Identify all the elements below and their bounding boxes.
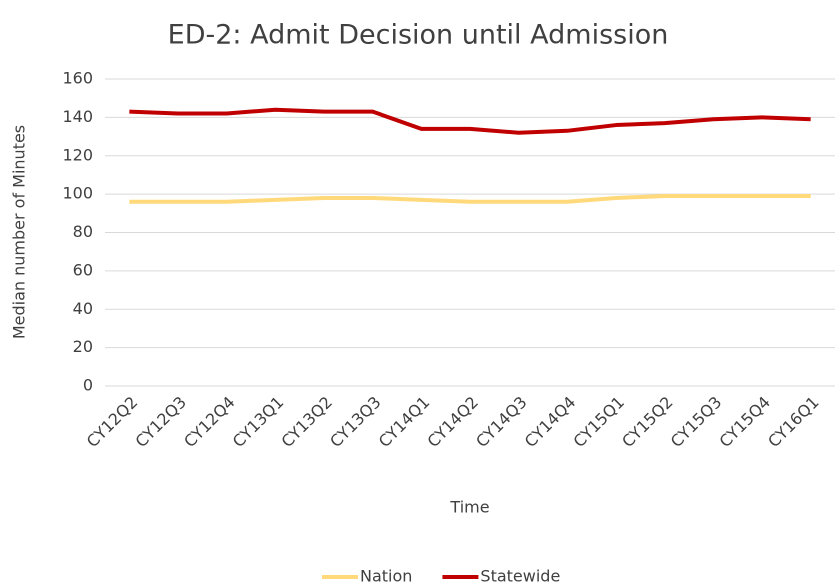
y-tick-label: 160 [62,69,93,88]
x-tick-label: CY14Q1 [375,393,434,452]
legend-label: Statewide [480,567,560,586]
x-tick-label: CY14Q3 [472,393,531,452]
x-axis-label: Time [449,498,489,517]
y-tick-label: 80 [73,222,93,241]
y-tick-label: 140 [62,107,93,126]
x-tick-label: CY15Q2 [618,393,677,452]
y-tick-label: 40 [73,299,93,318]
legend-label: Nation [360,567,412,586]
x-tick-label: CY12Q2 [83,393,142,452]
series-line [129,194,811,204]
y-tick-label: 120 [62,145,93,164]
y-tick-label: 100 [62,184,93,203]
x-tick-label: CY14Q2 [423,393,482,452]
x-tick-label: CY13Q2 [277,393,336,452]
y-tick-label: 20 [73,337,93,356]
x-tick-label: CY12Q3 [131,393,190,452]
series-line [129,107,811,135]
x-tick-label: CY15Q3 [667,393,726,452]
x-tick-label: CY15Q4 [715,393,774,452]
x-tick-label: CY15Q1 [569,393,628,452]
y-tick-label: 0 [83,376,93,395]
x-tick-label: CY14Q4 [521,393,580,452]
x-tick-label: CY12Q4 [180,393,239,452]
x-tick-label: CY13Q3 [326,393,385,452]
x-tick-label: CY16Q1 [764,393,823,452]
y-tick-label: 60 [73,260,93,279]
y-axis-label: Median number of Minutes [10,125,29,339]
x-tick-label: CY13Q1 [229,393,288,452]
chart-title: ED-2: Admit Decision until Admission [168,20,669,51]
